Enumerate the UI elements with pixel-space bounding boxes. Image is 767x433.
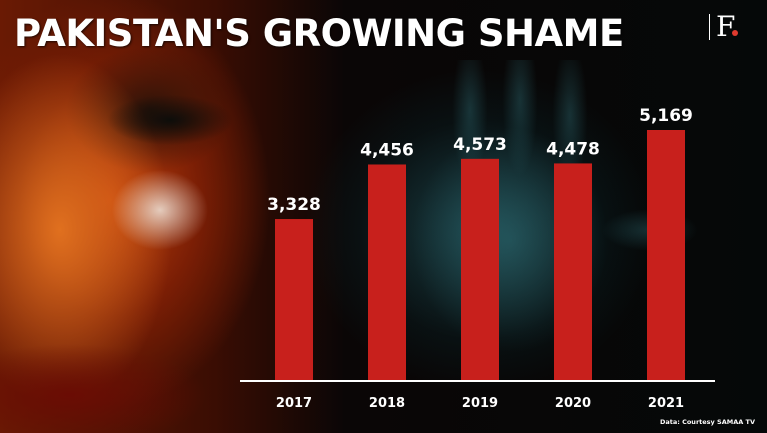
background-photo-face — [0, 0, 300, 433]
chart-title: PAKISTAN'S GROWING SHAME — [14, 12, 624, 55]
data-label-2017: 3,328 — [267, 195, 321, 215]
data-label-2020: 4,478 — [546, 139, 600, 159]
logo-dot-icon — [732, 30, 738, 36]
x-tick-label-2019: 2019 — [462, 396, 498, 411]
data-credit: Data: Courtesy SAMAA TV — [659, 418, 755, 426]
firstpost-logo: F — [716, 10, 736, 43]
x-tick-label-2017: 2017 — [276, 396, 312, 411]
x-tick-label-2020: 2020 — [555, 396, 591, 411]
logo-divider — [709, 14, 710, 40]
data-label-2021: 5,169 — [639, 106, 693, 126]
bar-2017 — [275, 219, 313, 380]
data-label-2018: 4,456 — [360, 140, 414, 160]
bar-2020 — [554, 163, 592, 380]
data-label-2019: 4,573 — [453, 135, 507, 155]
x-tick-label-2018: 2018 — [369, 396, 405, 411]
bar-2019 — [461, 158, 499, 380]
x-tick-label-2021: 2021 — [648, 396, 684, 411]
bar-2018 — [368, 164, 406, 380]
bar-2021 — [647, 130, 685, 380]
